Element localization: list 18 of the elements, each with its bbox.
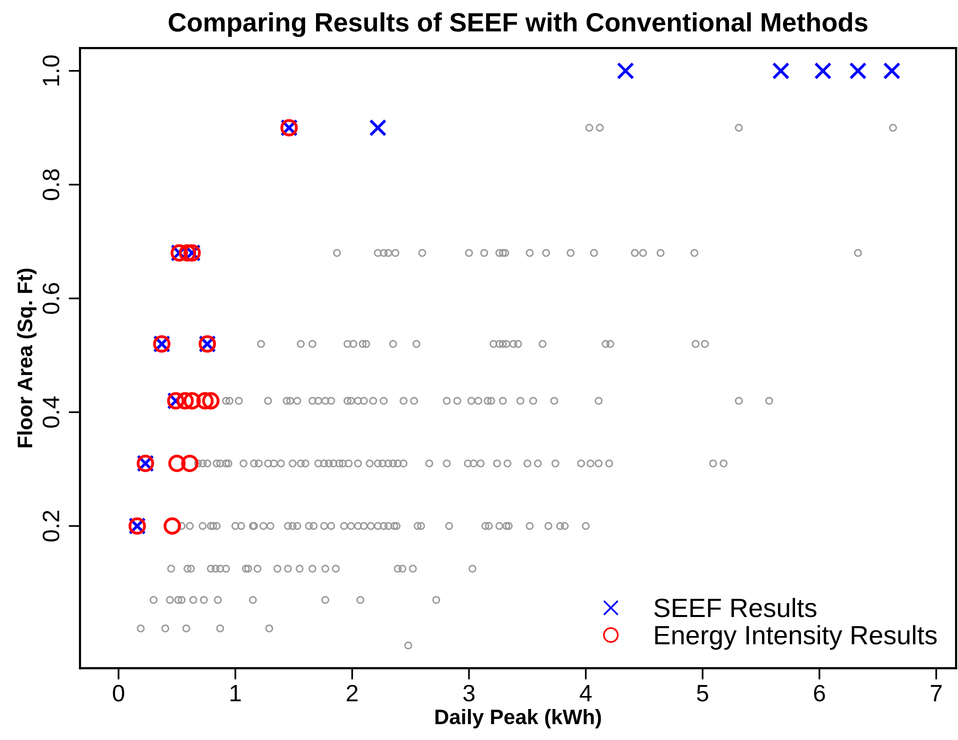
- x-tick-label: 3: [463, 684, 475, 702]
- legend-label: Energy Intensity Results: [655, 625, 937, 650]
- legend-label: SEEF Results: [654, 598, 816, 618]
- chart-title: Comparing Results of SEEF with Conventional Methods: [168, 12, 868, 38]
- x-axis-title: Daily Peak (kWh): [436, 708, 601, 728]
- y-tick-label: 0.2: [42, 510, 60, 542]
- y-tick-label: 1.0: [42, 55, 60, 86]
- x-tick-label: 6: [814, 684, 825, 702]
- x-tick-label: 1: [230, 685, 241, 702]
- x-tick-label: 2: [346, 684, 358, 702]
- x-tick-label: 4: [580, 685, 592, 702]
- y-tick-label: 0.8: [42, 169, 60, 200]
- x-tick-label: 5: [696, 685, 708, 702]
- y-tick-label: 0.4: [42, 396, 60, 428]
- x-tick-label: 7: [930, 685, 942, 702]
- y-tick-label: 0.6: [42, 283, 60, 314]
- y-axis-title: Floor Area (Sq. Ft): [17, 268, 36, 448]
- x-tick-label: 0: [112, 684, 124, 702]
